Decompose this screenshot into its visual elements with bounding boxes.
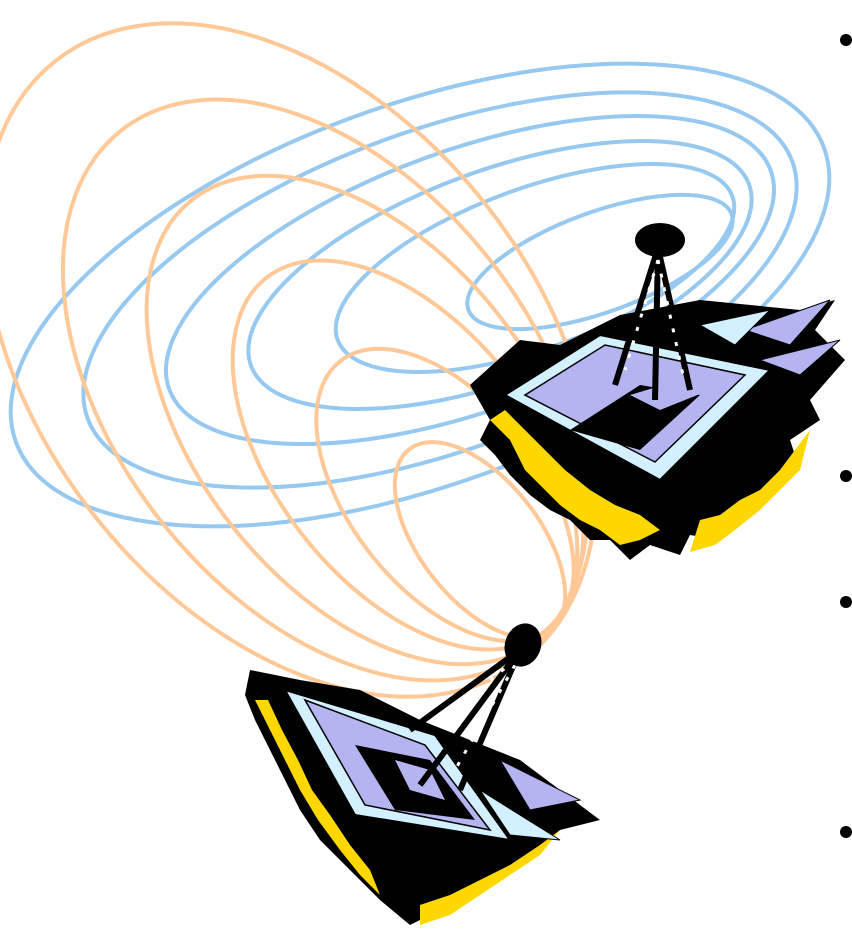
blue-wave-ring (8, 61, 832, 529)
satellite-dish-upper (470, 223, 845, 560)
bullet-marker (840, 470, 852, 482)
blue-wave-ring (465, 192, 735, 332)
satellite-dish-lower (245, 623, 600, 925)
blue-wave-ring (333, 162, 737, 374)
bullet-marker (840, 34, 852, 46)
dish-feed-upper (635, 223, 685, 257)
orange-wave-ring (392, 440, 568, 640)
bullet-marker (840, 826, 852, 838)
bullet-marker (840, 596, 852, 608)
dish-feed-lower (504, 623, 542, 667)
